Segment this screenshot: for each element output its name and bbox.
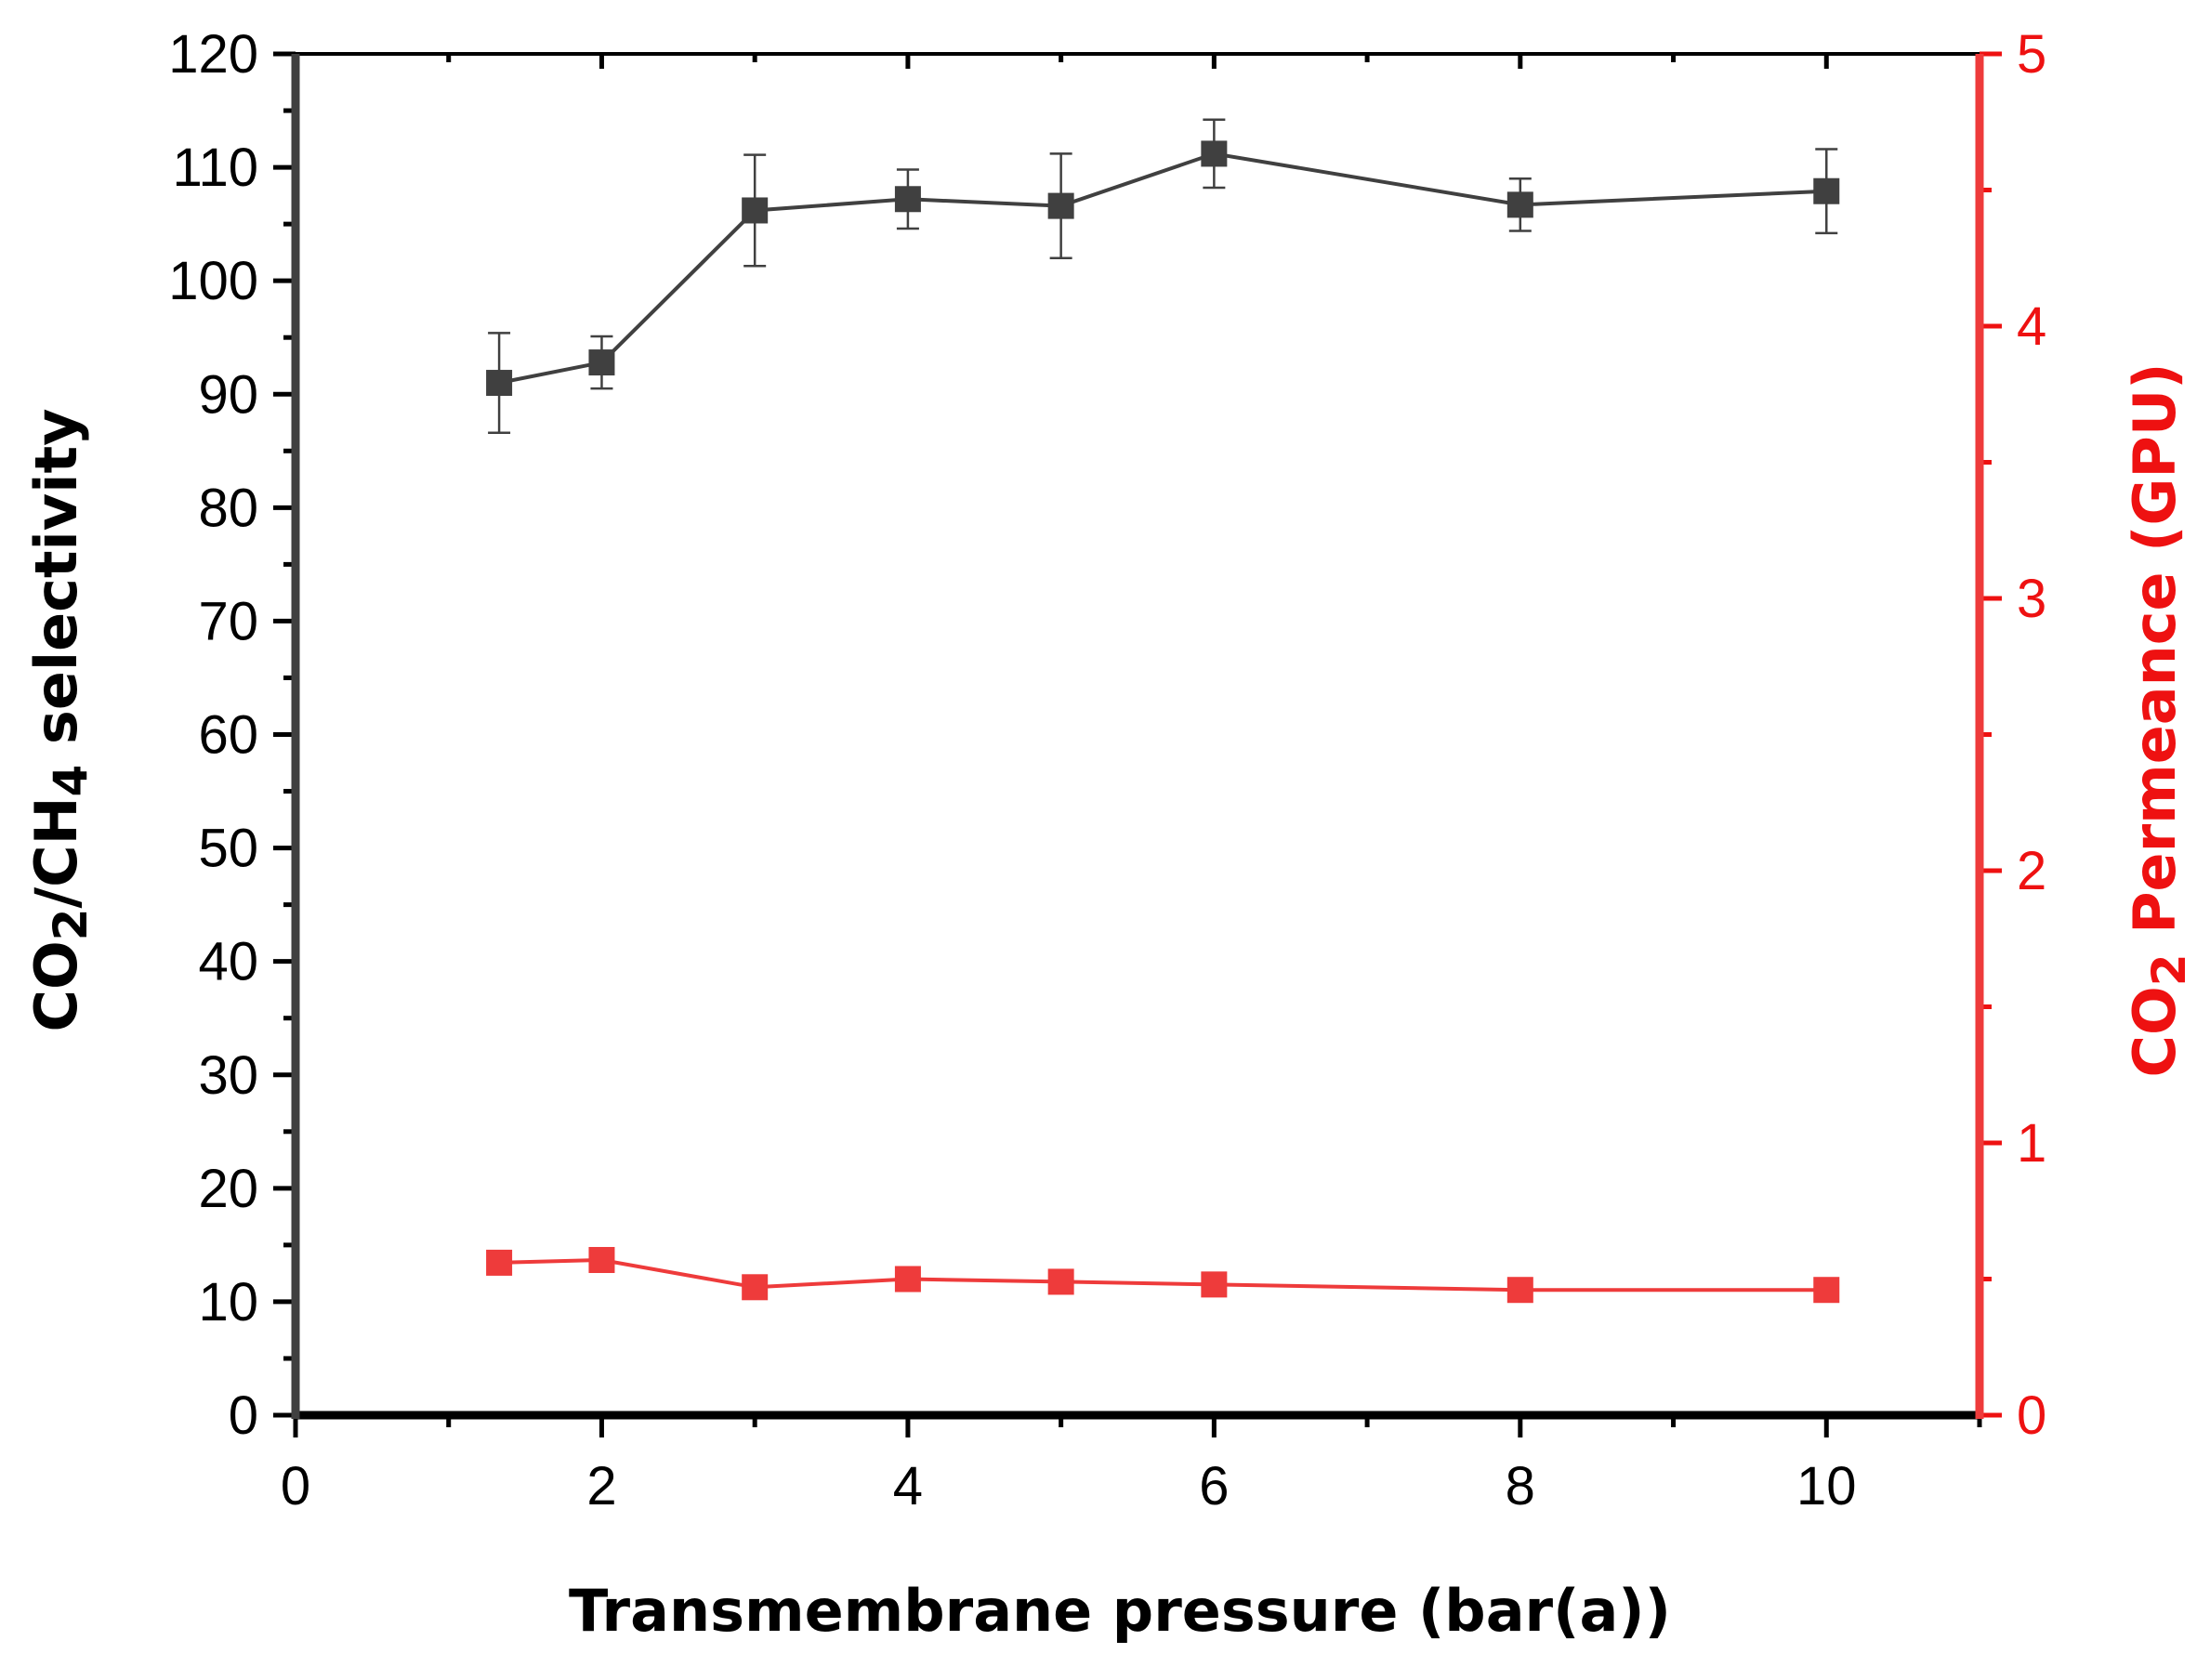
data-point	[1201, 140, 1228, 167]
data-point	[742, 197, 769, 224]
y-tick-label: 10	[198, 1272, 258, 1332]
y-tick-label: 50	[198, 819, 258, 879]
y-tick-label: 60	[198, 705, 258, 766]
y-axis-title: CO2/CH4 selectivity	[22, 408, 98, 1031]
y2-tick-label: 1	[2017, 1113, 2046, 1174]
y2-tick-label: 4	[2017, 296, 2046, 357]
x-tick-label: 4	[893, 1456, 923, 1516]
y-tick-label: 70	[198, 591, 258, 651]
data-point	[894, 1266, 921, 1293]
y2-tick-label: 5	[2017, 24, 2046, 85]
x-tick-label: 6	[1199, 1456, 1229, 1516]
data-point	[1506, 191, 1533, 218]
plot-frame	[291, 52, 1984, 1420]
y-tick-label: 0	[229, 1385, 258, 1446]
y2-tick-label: 0	[2017, 1385, 2046, 1446]
x-tick-label: 10	[1796, 1456, 1857, 1516]
data-point	[486, 1249, 513, 1276]
y-tick-label: 90	[198, 364, 258, 425]
y-tick-label: 20	[198, 1159, 258, 1219]
data-point	[588, 1246, 615, 1273]
series-line	[498, 151, 1827, 385]
y-tick-label: 30	[198, 1045, 258, 1106]
data-point	[1047, 1268, 1074, 1295]
x-tick-label: 8	[1506, 1456, 1535, 1516]
x-axis-ticks: 0 2 4 6 8 10	[281, 54, 1982, 1516]
data-point	[742, 1274, 769, 1301]
left-axis-ticks: 0 10 20 30 40 50 60 70 80 90 100 110 120	[168, 24, 296, 1446]
data-point	[1813, 1277, 1840, 1304]
y2-axis-title: CO2 Permeance (GPU)	[2121, 362, 2196, 1077]
x-axis-title: Transmembrane pressure (bar(a))	[569, 1577, 1671, 1645]
data-point	[1813, 177, 1840, 204]
data-point	[486, 370, 513, 397]
y-tick-label: 110	[173, 138, 258, 198]
data-point	[894, 186, 921, 213]
y-tick-label: 80	[198, 478, 258, 538]
data-point	[1506, 1277, 1533, 1304]
series-layer	[486, 118, 1840, 1304]
x-tick-label: 2	[586, 1456, 616, 1516]
data-point	[1201, 1271, 1228, 1298]
data-point	[1047, 192, 1074, 219]
y-tick-label: 120	[168, 24, 258, 85]
y2-tick-label: 3	[2017, 569, 2046, 629]
x-tick-label: 0	[281, 1456, 310, 1516]
y-tick-label: 100	[168, 251, 258, 311]
y2-tick-label: 2	[2017, 841, 2046, 901]
right-axis-ticks: 0 1 2 3 4 5	[1980, 24, 2046, 1446]
series-line	[499, 1257, 1827, 1293]
y-tick-label: 40	[198, 932, 258, 992]
data-point	[588, 349, 615, 376]
